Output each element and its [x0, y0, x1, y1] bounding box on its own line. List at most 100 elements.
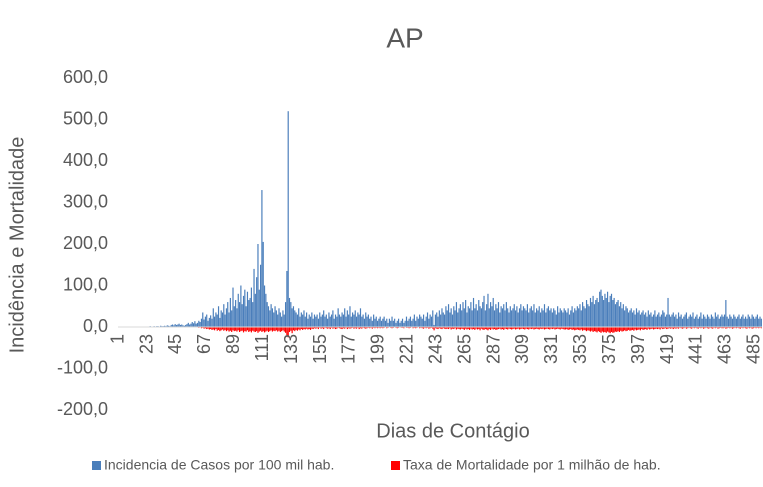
bar	[350, 316, 352, 327]
bar	[621, 327, 623, 332]
bar	[453, 327, 455, 330]
bar	[235, 300, 237, 327]
bar	[529, 327, 531, 329]
bar	[613, 297, 615, 327]
bar	[468, 308, 471, 327]
bar	[700, 327, 702, 329]
bar	[609, 295, 611, 327]
bar	[756, 314, 758, 327]
bar	[307, 318, 309, 327]
bar	[591, 327, 593, 331]
bar	[332, 327, 334, 329]
bar	[612, 327, 614, 333]
bar	[200, 327, 203, 329]
bar	[407, 320, 409, 327]
bar	[545, 327, 547, 330]
bar	[591, 302, 593, 327]
bar	[346, 327, 348, 330]
bar	[708, 327, 710, 329]
bar	[755, 316, 757, 327]
bar	[566, 312, 568, 327]
bar	[168, 325, 170, 327]
bar	[185, 324, 187, 327]
bar	[484, 327, 486, 330]
bar	[618, 327, 620, 332]
bar	[224, 327, 226, 330]
bar	[171, 324, 174, 327]
bar	[626, 308, 628, 327]
bar	[587, 304, 589, 327]
bar	[759, 316, 761, 327]
bar	[273, 312, 275, 327]
bar	[472, 327, 475, 330]
bar	[429, 327, 431, 329]
bar	[493, 310, 496, 327]
bar	[511, 327, 513, 330]
bar	[292, 327, 295, 331]
bar	[217, 327, 220, 330]
bar	[323, 327, 325, 330]
bar	[282, 310, 284, 327]
bar	[705, 318, 707, 327]
bar	[517, 312, 519, 327]
bar	[304, 316, 306, 327]
bar	[463, 308, 465, 327]
bar	[563, 327, 565, 330]
bar	[236, 327, 238, 332]
bar	[568, 327, 571, 330]
bar	[507, 308, 509, 327]
bar	[585, 300, 588, 327]
bar	[352, 312, 354, 327]
bar	[542, 327, 544, 329]
bar	[463, 327, 465, 330]
bar	[395, 322, 397, 327]
bar	[233, 327, 235, 332]
bar	[680, 327, 682, 329]
bar	[739, 327, 741, 329]
bar	[550, 308, 552, 327]
bar	[250, 327, 252, 333]
bar	[267, 306, 270, 327]
bar	[562, 312, 564, 327]
bar	[341, 327, 343, 330]
bar	[440, 327, 442, 329]
bar	[244, 327, 246, 332]
bar	[720, 316, 722, 327]
bar	[639, 314, 642, 327]
bar	[557, 327, 559, 329]
bar	[606, 327, 609, 332]
bar	[421, 327, 423, 329]
bar	[459, 327, 461, 330]
bar	[589, 327, 592, 332]
bar	[284, 302, 287, 327]
bar	[562, 327, 564, 330]
bar	[514, 327, 517, 330]
bar	[391, 316, 393, 327]
bar	[311, 327, 313, 329]
bar	[396, 320, 398, 327]
bar	[616, 302, 618, 327]
bar	[355, 316, 358, 327]
bar	[283, 327, 285, 332]
bar	[525, 310, 527, 327]
y-tick-label: 600,0	[63, 67, 108, 87]
bar	[651, 327, 653, 329]
bar	[488, 327, 490, 330]
bar	[208, 317, 210, 327]
bar	[638, 327, 640, 330]
x-tick-label: 419	[657, 334, 677, 364]
bar	[449, 312, 451, 327]
bar	[646, 316, 648, 327]
bar	[294, 310, 296, 327]
bar	[253, 268, 255, 327]
bar	[224, 314, 226, 327]
bar	[267, 327, 270, 332]
bar	[166, 325, 168, 327]
bar	[309, 316, 312, 327]
bar	[758, 327, 760, 329]
bar	[319, 312, 321, 327]
bar	[516, 306, 518, 327]
bar	[220, 327, 222, 331]
bar	[668, 314, 670, 327]
bar	[696, 327, 698, 329]
